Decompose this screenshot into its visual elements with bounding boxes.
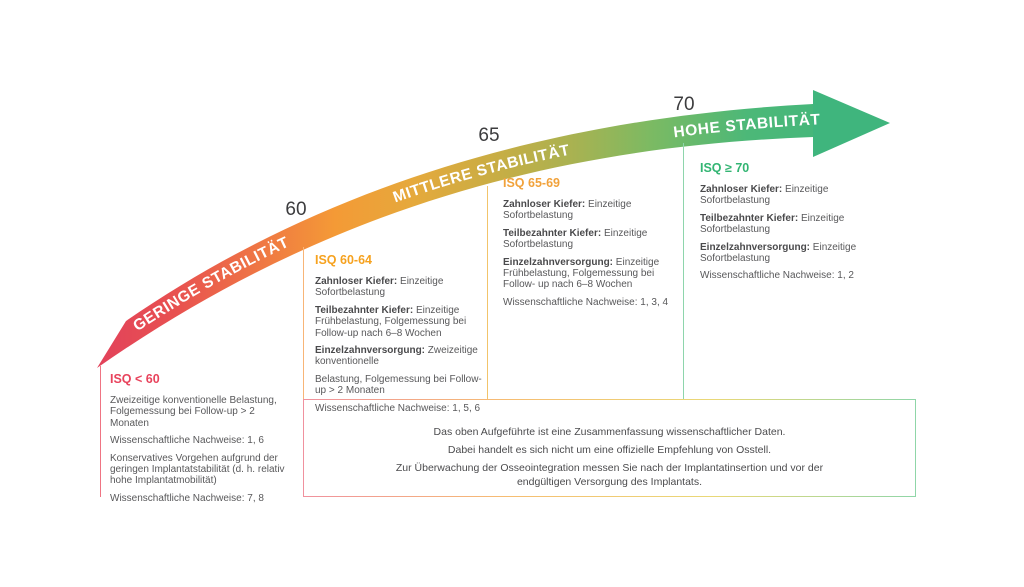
treatment-type-label: Einzelzahnversorgung: — [315, 344, 428, 356]
footnote-text: Das oben Aufgeführte ist eine Zusammenfa… — [304, 400, 915, 490]
column-paragraph: Belastung, Folgemessung bei Follow-up > … — [315, 373, 482, 397]
column-paragraph: Einzelzahnversorgung: Einzeitige Sofortb… — [700, 241, 857, 264]
column-isq-65-69: ISQ 65-69 Zahnloser Kiefer: Einzeitige S… — [503, 176, 675, 314]
tick-65: 65 — [478, 125, 499, 146]
stability-arrow-band — [97, 104, 813, 368]
treatment-type-label: Zahnloser Kiefer: — [700, 184, 786, 195]
column-paragraph: Zweizeitige konventionelle Belastung, Fo… — [110, 395, 277, 429]
column-paragraph: Teilbezahnter Kiefer: Einzeitige Frühbel… — [315, 304, 467, 339]
column-body: Zahnloser Kiefer: Einzeitige Sofortbelas… — [700, 184, 876, 282]
treatment-type-label: Einzelzahnversorgung: — [503, 256, 616, 268]
column-paragraph: Wissenschaftliche Nachweise: 1, 6 — [110, 435, 264, 447]
column-paragraph: Einzelzahnversorgung: Einzeitige Frühbel… — [503, 256, 660, 291]
column-header: ISQ 65-69 — [503, 176, 560, 190]
column-paragraph: Teilbezahnter Kiefer: Einzeitige Sofortb… — [700, 212, 845, 236]
column-isq-60-64: ISQ 60-64 Zahnloser Kiefer: Einzeitige S… — [315, 253, 487, 420]
treatment-type-label: Zahnloser Kiefer: — [503, 199, 589, 210]
column-body: Zweizeitige konventionelle Belastung, Fo… — [110, 395, 292, 504]
treatment-type-label: Teilbezahnter Kiefer: — [503, 227, 604, 239]
treatment-type-label: Teilbezahnter Kiefer: — [700, 212, 801, 224]
tick-60: 60 — [285, 199, 306, 220]
column-isq-ge-70: ISQ ≥ 70 Zahnloser Kiefer: Einzeitige So… — [700, 161, 876, 288]
column-paragraph: Konservatives Vorgehen aufgrund der geri… — [110, 452, 285, 487]
treatment-type-label: Zahnloser Kiefer: — [315, 276, 401, 287]
tick-70: 70 — [673, 94, 694, 115]
column-paragraph: Teilbezahnter Kiefer: Einzeitige Sofortb… — [503, 227, 648, 251]
connector-line-isq-60-64 — [303, 247, 304, 399]
column-header: ISQ 60-64 — [315, 253, 372, 267]
column-isq-lt-60: ISQ < 60 Zweizeitige konventionelle Bela… — [110, 372, 292, 510]
treatment-type-label: Teilbezahnter Kiefer: — [315, 304, 416, 316]
zone-label-low: GERINGE STABILITÄT — [130, 234, 292, 335]
connector-line-isq-65-69 — [487, 186, 488, 399]
footnote-line: Dabei handelt es sich nicht um eine offi… — [447, 444, 772, 457]
column-header: ISQ < 60 — [110, 372, 160, 386]
arrow-head-icon — [813, 90, 890, 157]
column-paragraph: Zahnloser Kiefer: Einzeitige Sofortbelas… — [503, 199, 632, 222]
connector-line-isq-lt-60 — [100, 366, 101, 497]
column-paragraph: Einzelzahnversorgung: Zweizeitige konven… — [315, 344, 478, 368]
footnote-line: Das oben Aufgeführte ist eine Zusammenfa… — [433, 426, 786, 438]
connector-line-isq-ge-70 — [683, 143, 684, 399]
footnote-box: Das oben Aufgeführte ist eine Zusammenfa… — [303, 399, 916, 497]
column-paragraph: Wissenschaftliche Nachweise: 1, 3, 4 — [503, 296, 669, 308]
column-header: ISQ ≥ 70 — [700, 161, 750, 175]
column-paragraph: Wissenschaftliche Nachweise: 1, 2 — [700, 270, 854, 282]
column-paragraph: Zahnloser Kiefer: Einzeitige Sofortbelas… — [315, 276, 444, 299]
column-paragraph: Zahnloser Kiefer: Einzeitige Sofortbelas… — [700, 184, 829, 207]
column-paragraph: Wissenschaftliche Nachweise: 7, 8 — [110, 492, 264, 504]
footnote-line: Zur Überwachung der Osseointegration mes… — [395, 462, 824, 488]
column-body: Zahnloser Kiefer: Einzeitige Sofortbelas… — [503, 199, 675, 308]
column-body: Zahnloser Kiefer: Einzeitige Sofortbelas… — [315, 276, 487, 414]
treatment-type-label: Einzelzahnversorgung: — [700, 241, 813, 253]
